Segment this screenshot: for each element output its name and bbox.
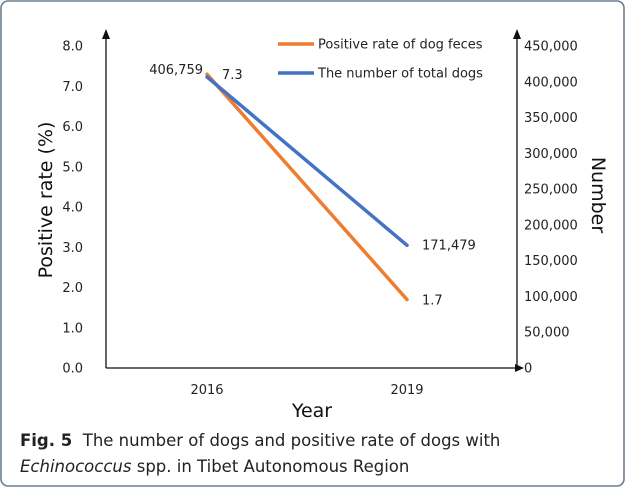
caption-line-1: Fig. 5 The number of dogs and positive r…	[20, 428, 610, 454]
caption-line-2: Echinococcus spp. in Tibet Autonomous Re…	[20, 454, 610, 480]
y-left-tick-label: 0.0	[62, 362, 83, 377]
caption-genus: Echinococcus	[20, 457, 132, 476]
y-right-tick-label: 350,000	[524, 111, 578, 126]
y-right-tick-label: 100,000	[524, 290, 578, 305]
data-labels: 7.3 1.7 406,759 171,479	[149, 63, 476, 309]
y-left-tick-label: 4.0	[62, 201, 83, 216]
y-left-tick-label: 2.0	[62, 281, 83, 296]
series-line-2	[205, 75, 409, 248]
y-right-tick-label: 200,000	[524, 218, 578, 233]
y-left-axis-title: Positive rate (%)	[35, 122, 57, 279]
y-right-tick-label: 300,000	[524, 147, 578, 162]
caption-text-2: spp. in Tibet Autonomous Region	[136, 457, 410, 476]
y-left-axis-arrow	[102, 29, 110, 39]
y-right-axis-title: Number	[587, 157, 609, 234]
series-lines	[205, 72, 409, 302]
data-label: 171,479	[422, 238, 476, 253]
data-label: 7.3	[222, 68, 243, 83]
right-tick-labels: 0 50,000 100,000 150,000 200,000 250,000 300,0…	[524, 40, 578, 377]
axes	[102, 29, 524, 372]
figure-caption: Fig. 5 The number of dogs and positive r…	[20, 428, 610, 480]
data-label: 406,759	[149, 63, 203, 78]
left-tick-labels: 0.0 1.0 2.0 3.0 4.0 5.0 6.0 7.0 8.0	[62, 40, 83, 377]
y-left-tick-label: 1.0	[62, 321, 83, 336]
legend-label: Positive rate of dog feces	[318, 38, 483, 53]
y-right-tick-label: 50,000	[524, 326, 570, 341]
y-right-tick-label: 250,000	[524, 183, 578, 198]
legend-label: The number of total dogs	[317, 67, 483, 82]
y-right-tick-label: 400,000	[524, 75, 578, 90]
y-left-tick-label: 8.0	[62, 40, 83, 55]
y-left-tick-label: 6.0	[62, 120, 83, 135]
caption-text-1: The number of dogs and positive rate of …	[82, 431, 501, 450]
y-right-tick-label: 150,000	[524, 254, 578, 269]
y-left-tick-label: 3.0	[62, 241, 83, 256]
y-left-tick-label: 7.0	[62, 80, 83, 95]
x-tick-label: 2016	[190, 383, 223, 398]
y-right-tick-label: 450,000	[524, 40, 578, 55]
x-tick-label: 2019	[390, 383, 423, 398]
y-left-tick-label: 5.0	[62, 160, 83, 175]
y-right-tick-label: 0	[524, 362, 532, 377]
data-label: 1.7	[422, 294, 443, 309]
series-line-1	[205, 72, 409, 302]
x-tick-labels: 2016 2019	[190, 383, 423, 398]
y-right-axis-arrow	[513, 29, 521, 39]
figure-label: Fig. 5	[20, 431, 73, 450]
x-axis-title: Year	[291, 400, 332, 422]
legend: Positive rate of dog feces The number of …	[278, 38, 483, 82]
